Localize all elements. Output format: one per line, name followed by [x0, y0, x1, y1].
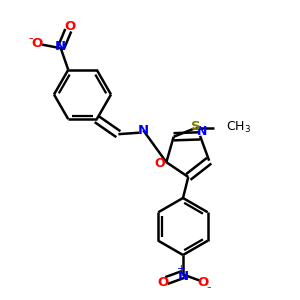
Text: N: N [197, 125, 208, 138]
Text: +: + [177, 264, 186, 274]
Text: N: N [138, 124, 149, 137]
Text: N: N [55, 40, 66, 53]
Text: O: O [64, 20, 75, 33]
Text: -: - [206, 280, 211, 294]
Text: O: O [197, 275, 209, 289]
Text: CH$_3$: CH$_3$ [226, 120, 251, 135]
Text: -: - [28, 32, 33, 45]
Text: O: O [31, 37, 42, 50]
Text: N: N [177, 269, 189, 283]
Text: O: O [158, 275, 169, 289]
Text: S: S [191, 120, 201, 134]
Text: O: O [154, 157, 165, 170]
